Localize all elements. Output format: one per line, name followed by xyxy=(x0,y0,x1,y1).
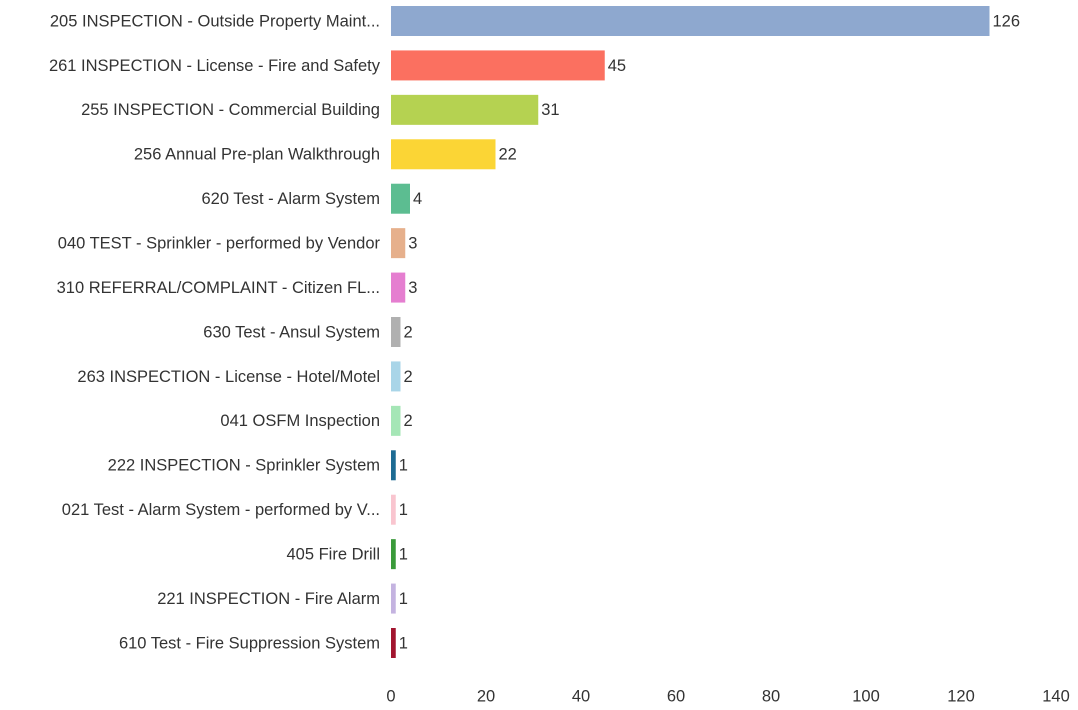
category-label: 041 OSFM Inspection xyxy=(220,412,380,430)
category-label: 205 INSPECTION - Outside Property Maint.… xyxy=(50,12,380,30)
bar xyxy=(391,450,396,481)
category-label: 221 INSPECTION - Fire Alarm xyxy=(157,590,380,608)
data-label: 4 xyxy=(413,190,422,208)
bar xyxy=(391,539,396,570)
x-tick-label: 80 xyxy=(762,687,780,705)
data-label: 1 xyxy=(399,457,408,475)
data-label: 1 xyxy=(399,546,408,564)
data-label: 1 xyxy=(399,501,408,519)
bar xyxy=(391,628,396,658)
x-tick-label: 60 xyxy=(667,687,685,705)
category-label: 263 INSPECTION - License - Hotel/Motel xyxy=(77,368,380,386)
data-label: 2 xyxy=(404,368,413,386)
category-label: 630 Test - Ansul System xyxy=(203,323,380,341)
data-label: 45 xyxy=(608,57,626,75)
x-tick-label: 120 xyxy=(947,687,975,705)
data-label: 126 xyxy=(993,12,1021,30)
data-label: 31 xyxy=(541,101,559,119)
x-tick-label: 20 xyxy=(477,687,495,705)
data-label: 2 xyxy=(404,412,413,430)
category-label: 405 Fire Drill xyxy=(286,546,380,564)
category-label: 620 Test - Alarm System xyxy=(201,190,380,208)
x-tick-label: 0 xyxy=(386,687,395,705)
data-label: 3 xyxy=(408,279,417,297)
data-label: 3 xyxy=(408,235,417,253)
x-tick-label: 40 xyxy=(572,687,590,705)
bar xyxy=(391,50,605,81)
bar xyxy=(391,139,496,170)
bar xyxy=(391,6,990,36)
bar xyxy=(391,94,539,125)
category-label: 021 Test - Alarm System - performed by V… xyxy=(62,501,380,519)
category-label: 261 INSPECTION - License - Fire and Safe… xyxy=(49,57,381,75)
bar xyxy=(391,183,410,214)
category-label: 222 INSPECTION - Sprinkler System xyxy=(108,457,380,475)
data-label: 22 xyxy=(499,146,517,164)
bar xyxy=(391,272,406,303)
category-label: 310 REFERRAL/COMPLAINT - Citizen FL... xyxy=(57,279,380,297)
bar xyxy=(391,317,401,347)
bar xyxy=(391,583,396,614)
category-label: 610 Test - Fire Suppression System xyxy=(119,634,380,652)
bar xyxy=(391,361,401,392)
bar xyxy=(391,405,401,436)
data-label: 1 xyxy=(399,634,408,652)
x-tick-label: 140 xyxy=(1042,687,1070,705)
x-tick-label: 100 xyxy=(852,687,880,705)
category-label: 040 TEST - Sprinkler - performed by Vend… xyxy=(58,235,381,253)
data-label: 2 xyxy=(404,323,413,341)
data-label: 1 xyxy=(399,590,408,608)
category-label: 255 INSPECTION - Commercial Building xyxy=(81,101,380,119)
category-label: 256 Annual Pre-plan Walkthrough xyxy=(134,146,380,164)
bar xyxy=(391,228,406,259)
bar xyxy=(391,494,396,525)
